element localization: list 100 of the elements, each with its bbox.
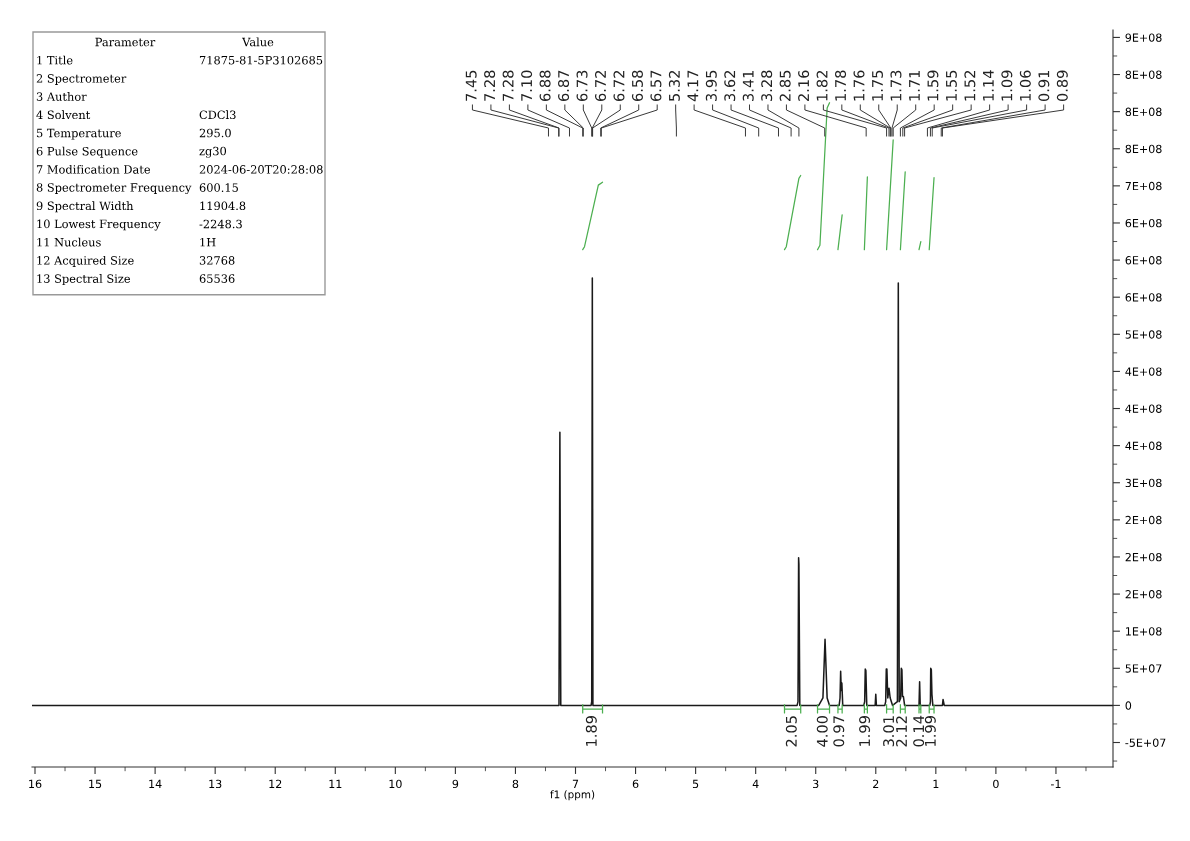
annotation: 1.52 (964, 70, 976, 101)
annotation: 11 Nucleus (37, 237, 101, 247)
annotation: 13 Spectral Size (37, 274, 131, 286)
annotation: 1.14 (983, 70, 994, 101)
annotation: 3.28 (761, 70, 773, 101)
annotation: 6.88 (539, 70, 551, 101)
x-tick-label: 2 (873, 779, 879, 788)
x-tick-label: 11 (329, 779, 342, 788)
y-tick-label: 4E+08 (1125, 367, 1162, 376)
y-tick-label: -5E+07 (1125, 738, 1166, 747)
y-tick-label: 6E+08 (1125, 218, 1162, 228)
annotation: 32768 (199, 256, 235, 265)
x-axis-title: f1 (ppm) (550, 790, 595, 801)
y-tick-label: 8E+08 (1125, 70, 1162, 79)
y-tick-label: 8E+08 (1125, 107, 1162, 117)
annotation: 7.28 (502, 70, 514, 101)
annotation: 1.78 (835, 70, 847, 101)
annotation: CDCl3 (199, 110, 236, 120)
annotation: -2248.3 (199, 219, 242, 229)
annotation: 1.06 (1019, 70, 1031, 101)
annotation: 1.75 (872, 70, 883, 101)
y-tick-label: 2E+08 (1125, 590, 1162, 599)
annotation: 6.72 (594, 70, 607, 101)
annotation: Value (242, 37, 274, 47)
x-tick-label: 16 (29, 779, 42, 789)
annotation: 3.62 (724, 70, 736, 101)
annotation: 7.45 (465, 70, 477, 101)
annotation: Parameter (95, 37, 156, 47)
annotation: 11904.8 (200, 201, 246, 211)
y-tick-label: 5E+08 (1125, 330, 1162, 339)
annotation: 1.73 (890, 70, 902, 101)
annotation: 1.59 (927, 70, 939, 101)
annotation: 600.15 (199, 183, 238, 192)
annotation: 6.58 (631, 70, 643, 101)
x-tick-label: 5 (692, 779, 699, 789)
x-tick-label: 7 (572, 779, 579, 788)
annotation: 2.85 (779, 70, 791, 101)
annotation: 1.09 (1001, 70, 1013, 101)
annotation: 71875-81-5P3102685 (199, 55, 323, 65)
annotation: 1H (200, 237, 216, 247)
x-tick-label: 8 (512, 779, 519, 789)
y-tick-label: 5E+07 (1125, 664, 1162, 673)
annotation: 6.57 (650, 70, 662, 101)
annotation: 3.01 (883, 716, 895, 747)
annotation: 2.16 (798, 70, 810, 101)
annotation: 295.0 (199, 128, 231, 138)
y-tick-label: 4E+08 (1125, 404, 1162, 413)
annotation: 6.72 (613, 70, 625, 101)
annotation: 5 Temperature (36, 128, 121, 140)
annotation: 1.99 (924, 716, 936, 746)
x-tick-label: -1 (1050, 779, 1061, 788)
annotation: 1.71 (909, 70, 920, 101)
y-tick-label: 8E+08 (1125, 144, 1162, 154)
y-tick-label: 6E+08 (1125, 256, 1162, 265)
x-tick-label: 15 (89, 779, 102, 789)
x-tick-label: 10 (389, 779, 402, 789)
annotation: 2.05 (785, 716, 797, 747)
annotation: 2.12 (896, 716, 907, 747)
annotation: 0.89 (1056, 70, 1068, 102)
y-tick-label: 4E+08 (1125, 441, 1162, 451)
x-tick-label: 1 (933, 779, 939, 788)
annotation: 7 Modification Date (36, 164, 151, 174)
y-tick-label: 3E+08 (1125, 478, 1162, 488)
y-tick-label: 7E+08 (1125, 181, 1162, 191)
y-tick-label: 2E+08 (1125, 552, 1162, 562)
x-tick-label: 14 (149, 779, 162, 788)
annotation: 3.95 (705, 70, 717, 101)
x-tick-label: 12 (269, 779, 282, 788)
y-tick-label: 2E+08 (1125, 515, 1162, 525)
x-tick-label: 13 (209, 779, 222, 789)
annotation: 2024-06-20T20:28:08 (199, 165, 323, 174)
annotation: 0.14 (913, 715, 925, 747)
x-tick-label: 9 (452, 779, 459, 789)
annotation: 3.41 (742, 70, 754, 101)
annotation: 6.73 (576, 70, 588, 101)
annotation: 5.32 (668, 70, 680, 101)
annotation: 0.97 (833, 716, 845, 747)
line-series (816, 102, 831, 251)
annotation: 4 Solvent (36, 110, 91, 120)
y-tick-label: 0 (1125, 701, 1132, 710)
annotation: 3 Author (36, 92, 87, 101)
annotation: 4.17 (687, 70, 699, 102)
annotation: 6.87 (558, 70, 570, 101)
y-tick-label: 1E+08 (1126, 627, 1162, 636)
x-tick-label: 3 (813, 779, 819, 789)
annotation: 1.76 (853, 70, 865, 101)
annotation: 12 Acquired Size (37, 255, 134, 267)
annotation: 1 Title (37, 55, 73, 65)
annotation: 6 Pulse Sequence (36, 146, 138, 158)
annotation: 1.55 (946, 70, 957, 101)
annotation: 65536 (199, 274, 235, 283)
annotation: 7.10 (521, 70, 533, 101)
annotation: 1.99 (859, 716, 871, 746)
y-tick-label: 6E+08 (1125, 293, 1162, 302)
x-tick-label: 4 (752, 779, 759, 788)
annotation: 2 Spectrometer (36, 74, 127, 85)
annotation: zg30 (199, 146, 227, 158)
annotation: 0.91 (1038, 70, 1050, 102)
y-tick-label: 9E+08 (1125, 33, 1162, 42)
line-series (582, 181, 604, 251)
